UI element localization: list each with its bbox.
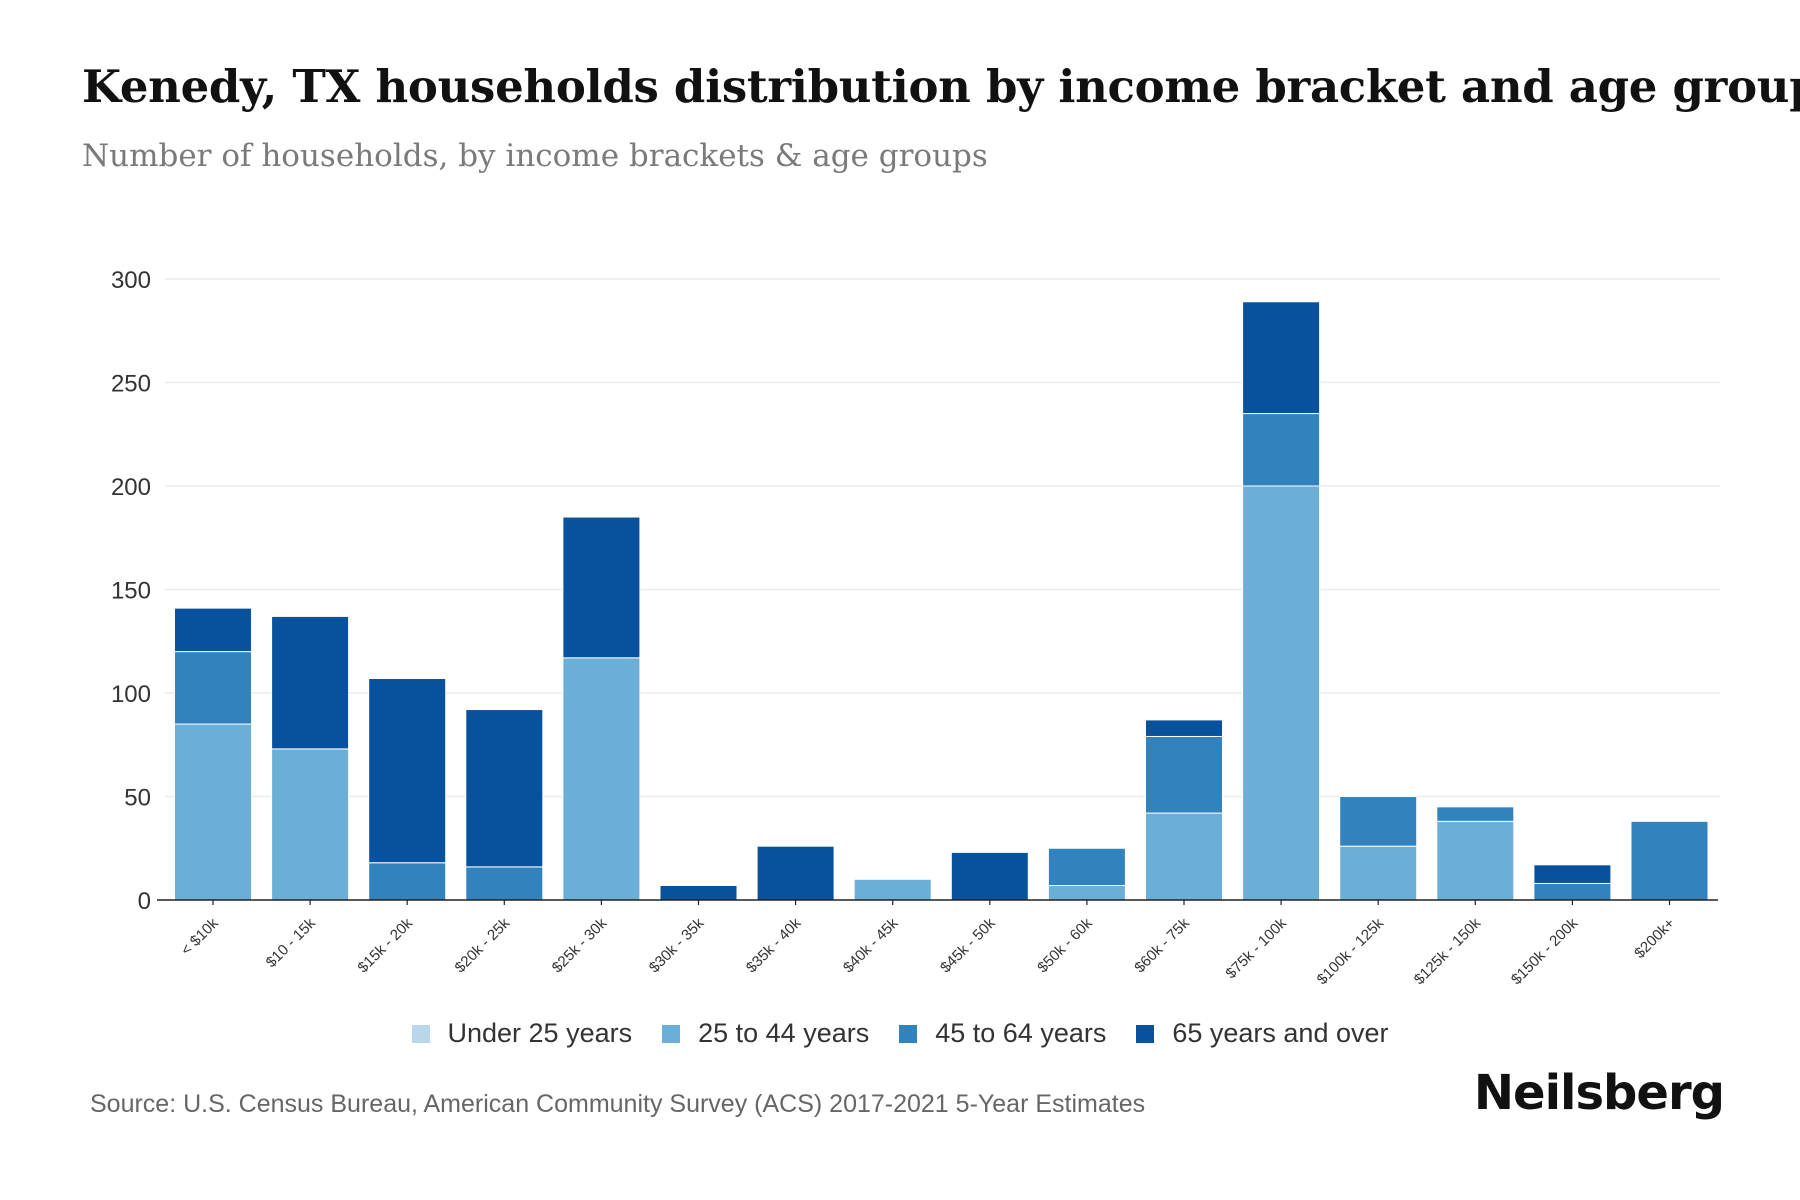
legend-label: 25 to 44 years xyxy=(698,1018,870,1048)
bar-segment xyxy=(174,651,252,725)
bar-segment xyxy=(659,885,738,901)
bar-segment xyxy=(562,657,641,901)
bar-segment xyxy=(1533,864,1612,884)
bar-segment xyxy=(1533,882,1612,901)
x-tick-label: $60k - 75k xyxy=(1131,914,1193,976)
legend-label: Under 25 years xyxy=(447,1018,633,1048)
legend-item: 25 to 44 years xyxy=(662,1018,869,1049)
y-tick-label: 100 xyxy=(111,681,151,708)
x-tick-label: $200k+ xyxy=(1631,915,1678,962)
x-tick-label: < $10k xyxy=(178,914,223,959)
x-tick-label: $10 - 15k xyxy=(263,914,320,971)
bar-segment xyxy=(1339,845,1418,901)
bar-segment xyxy=(1436,820,1515,901)
bar-segment xyxy=(1339,796,1418,847)
bar-segment xyxy=(465,866,544,901)
x-tick-label: $150k - 200k xyxy=(1508,914,1582,988)
legend: Under 25 years 25 to 44 years 45 to 64 yea… xyxy=(0,1018,1800,1049)
bar-segment xyxy=(1047,847,1126,887)
chart-subtitle: Number of households, by income brackets… xyxy=(82,138,988,174)
x-tick-label: $25k - 30k xyxy=(549,914,611,976)
y-tick-label: 150 xyxy=(111,578,151,605)
legend-swatch xyxy=(899,1024,918,1043)
brand-logo: Neilsberg xyxy=(1473,1065,1725,1121)
x-tick-label: $100k - 125k xyxy=(1314,914,1388,988)
y-tick-label: 300 xyxy=(111,267,151,294)
bar-segment xyxy=(1242,485,1321,901)
legend-label: 65 years and over xyxy=(1172,1018,1389,1048)
x-tick-label: $40k - 45k xyxy=(840,914,902,976)
bar-segment xyxy=(562,516,641,659)
x-tick-label: $45k - 50k xyxy=(937,914,999,976)
bar-segment xyxy=(465,709,544,868)
bar-segment xyxy=(271,748,350,901)
y-tick-label: 50 xyxy=(124,785,151,812)
bar-segment xyxy=(174,607,252,653)
x-tick-label: $15k - 20k xyxy=(354,914,416,976)
y-tick-label: 200 xyxy=(111,474,151,501)
bar-segment xyxy=(950,851,1029,901)
bar-segment xyxy=(1145,812,1223,901)
source-note: Source: U.S. Census Bureau, American Com… xyxy=(90,1090,1146,1118)
y-tick-label: 250 xyxy=(111,371,151,398)
x-tick-label: $30k - 35k xyxy=(646,914,708,976)
bar-segment xyxy=(174,723,252,901)
legend-label: 45 to 64 years xyxy=(935,1018,1107,1048)
bar-segment xyxy=(1047,885,1126,901)
legend-item: 45 to 64 years xyxy=(899,1018,1106,1049)
bar-segment xyxy=(1145,719,1223,737)
x-axis: < $10k $10 - 15k $15k - 20k $20k - 25k $25k … xyxy=(157,899,1718,988)
bar-segment xyxy=(1436,806,1515,822)
bar-segment xyxy=(1145,735,1223,814)
bar-segment xyxy=(368,678,447,864)
stacked-bar-chart: 0 50 100 150 200 250 300 < $10k $10 - 15k $15k -… xyxy=(111,267,1720,988)
x-tick-label: $75k - 100k xyxy=(1222,914,1290,982)
bar-segment xyxy=(756,845,835,901)
bar-segment xyxy=(1242,413,1321,487)
bar-segment xyxy=(271,615,350,750)
legend-item: Under 25 years xyxy=(411,1018,633,1049)
legend-swatch xyxy=(662,1024,681,1043)
x-tick-label: $125k - 150k xyxy=(1411,914,1485,988)
y-tick-label: 0 xyxy=(138,888,151,915)
bar-segment xyxy=(1630,820,1709,901)
legend-swatch xyxy=(411,1024,430,1043)
x-tick-label: $35k - 40k xyxy=(743,914,805,976)
x-tick-label: $20k - 25k xyxy=(452,914,514,976)
y-axis: 0 50 100 150 200 250 300 xyxy=(111,267,151,915)
bars xyxy=(174,301,1709,901)
bar-segment xyxy=(1242,301,1321,415)
x-tick-label: $50k - 60k xyxy=(1034,914,1096,976)
chart-title: Kenedy, TX households distribution by in… xyxy=(82,60,1800,113)
legend-item: 65 years and over xyxy=(1136,1018,1389,1049)
bar-segment xyxy=(368,862,447,901)
legend-swatch xyxy=(1136,1024,1155,1043)
bar-segment xyxy=(853,878,932,901)
